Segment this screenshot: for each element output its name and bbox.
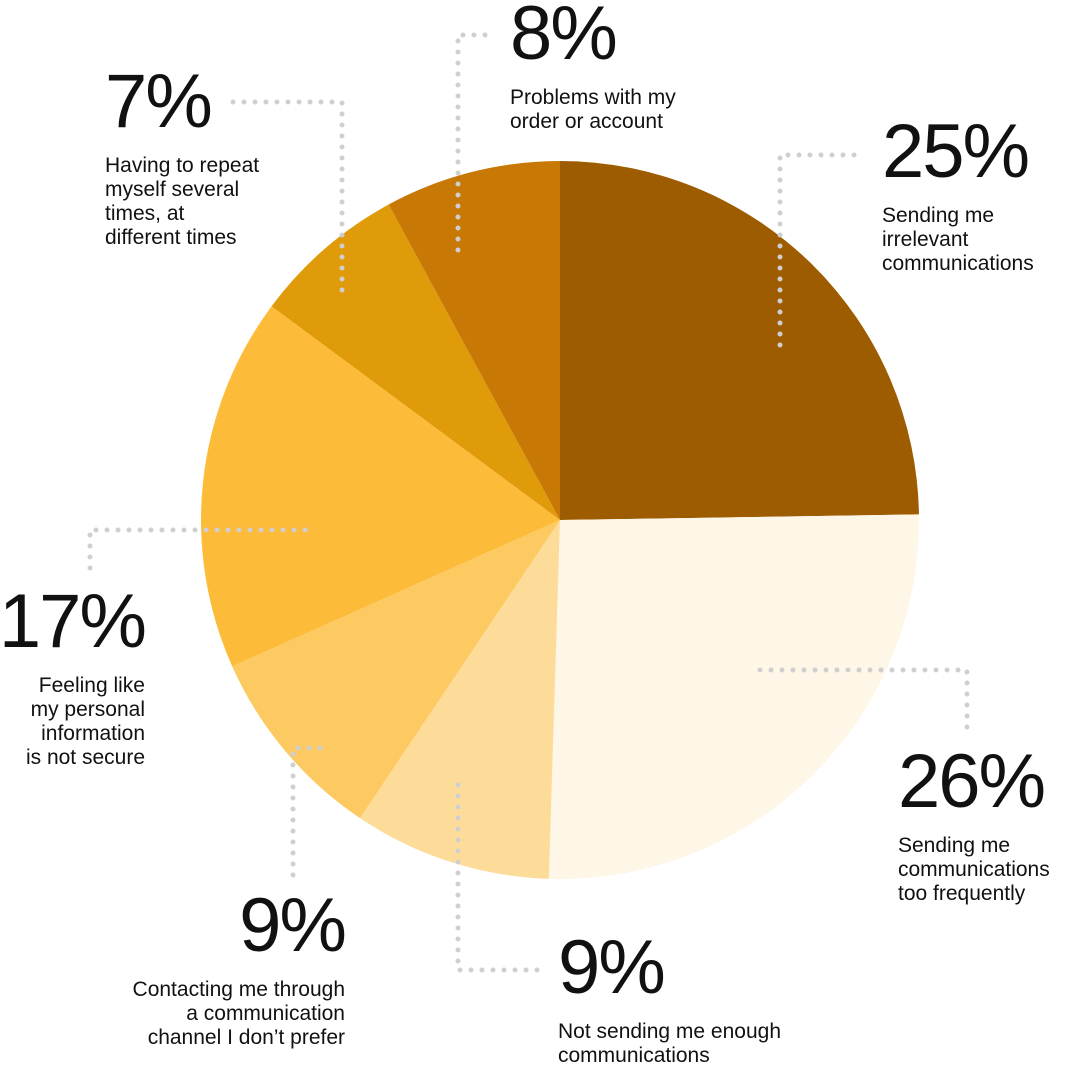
value-label: 25% bbox=[882, 109, 1030, 194]
slice-label: 9% Not sending me enough communications bbox=[558, 928, 781, 1068]
pie-slice bbox=[200, 306, 560, 667]
leader-line bbox=[455, 782, 543, 973]
category-label: Having to repeat myself several times, a… bbox=[105, 154, 260, 249]
category-label: Sending me communications too frequently bbox=[898, 834, 1050, 905]
value-label: 26% bbox=[898, 739, 1046, 824]
pie-slice bbox=[271, 204, 560, 520]
value-label: 9% bbox=[558, 925, 666, 1010]
slice-label: 7% Having to repeat myself several times,… bbox=[105, 62, 259, 250]
category-label: Sending me irrelevant communications bbox=[882, 204, 1034, 275]
category-label: Contacting me through a communication ch… bbox=[132, 978, 345, 1049]
leader-line bbox=[87, 527, 308, 573]
leader-line bbox=[229, 99, 345, 293]
pie-slice bbox=[560, 161, 919, 520]
leader-line bbox=[757, 667, 970, 738]
value-label: 17% bbox=[0, 579, 147, 664]
value-label: 9% bbox=[239, 883, 347, 968]
pie-slice bbox=[548, 514, 919, 879]
leader-line bbox=[290, 745, 333, 878]
slice-label: 26% Sending me communications too frequen… bbox=[898, 742, 1050, 906]
category-label: Not sending me enough communications bbox=[558, 1020, 781, 1067]
pie-slice bbox=[359, 520, 560, 879]
slice-label: 8% Problems with my order or account bbox=[510, 0, 676, 134]
value-label: 7% bbox=[105, 59, 213, 144]
category-label: Feeling like my personal information is … bbox=[25, 674, 145, 769]
leader-line bbox=[455, 32, 498, 253]
category-label: Problems with my order or account bbox=[510, 86, 676, 133]
value-label: 8% bbox=[510, 0, 618, 76]
slice-label: 9% Contacting me through a communication … bbox=[132, 883, 347, 1050]
slice-label: 25% Sending me irrelevant communications bbox=[882, 112, 1034, 276]
pie-slice bbox=[388, 161, 560, 520]
pie-slice bbox=[232, 520, 560, 819]
slice-label: 17% Feeling like my personal information … bbox=[0, 579, 147, 770]
